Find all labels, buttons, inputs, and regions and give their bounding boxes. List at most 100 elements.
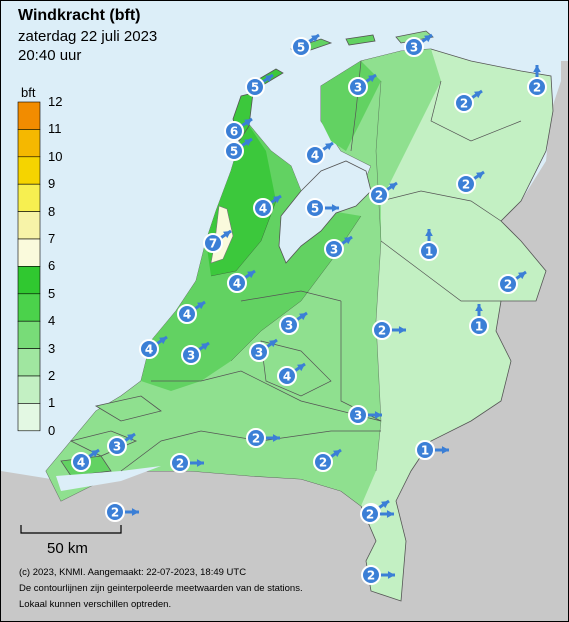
wind-arrowhead-icon [273, 196, 281, 204]
stations-layer: 5325326542245173424312433433212422222 [71, 33, 547, 585]
station-circle [415, 440, 435, 460]
legend-tick-label: 9 [48, 176, 56, 192]
station-marker: 2 [454, 89, 483, 113]
legend-swatch [17, 266, 41, 295]
station-marker: 2 [360, 504, 394, 524]
legend-swatch [17, 156, 41, 185]
wind-arrowhead-icon [331, 204, 339, 212]
station-marker: 6 [224, 117, 253, 141]
station-marker: 3 [348, 73, 377, 97]
station-circle [107, 436, 127, 456]
station-circle [305, 198, 325, 218]
wind-arrowhead-icon [474, 91, 482, 99]
wind-arrowhead-icon [91, 450, 99, 458]
station-circle [227, 273, 247, 293]
legend-tick-label: 0 [48, 422, 56, 438]
station-circle [277, 366, 297, 386]
footer-copyright: (c) 2023, KNMI. Aangemaakt: 22-07-2023, … [19, 567, 247, 578]
station-circle [181, 345, 201, 365]
wind-arrowhead-icon [386, 510, 394, 518]
station-value: 3 [410, 41, 418, 55]
station-marker: 2 [372, 320, 406, 340]
legend-colorbar [17, 101, 41, 432]
station-value: 1 [425, 245, 433, 259]
wind-arrowhead-icon [297, 364, 305, 372]
wind-arrowhead-icon [333, 450, 341, 458]
station-circle [245, 77, 265, 97]
legend-tick-label: 10 [48, 148, 63, 164]
foreign-land [1, 61, 568, 621]
station-marker: 3 [107, 432, 136, 456]
station-value: 4 [259, 202, 267, 216]
wind-arrowhead-icon [476, 172, 484, 180]
wind-arrowhead-icon [533, 65, 541, 73]
wind-arrowhead-icon [299, 313, 307, 321]
legend-swatch [17, 183, 41, 212]
legend-unit: bft [21, 85, 36, 100]
station-value: 3 [187, 349, 195, 363]
station-value: 3 [113, 440, 121, 454]
station-value: 3 [255, 346, 263, 360]
province-borders [120, 60, 522, 472]
legend-tick-label: 5 [48, 285, 56, 301]
station-circle [348, 77, 368, 97]
wind-arrowhead-icon [223, 231, 231, 239]
station-value: 2 [460, 97, 468, 111]
wind-arrowhead-icon [196, 459, 204, 467]
wind-arrowhead-icon [247, 271, 255, 279]
station-value: 4 [283, 370, 291, 384]
wind-arrowhead-icon [389, 183, 397, 191]
station-marker: 3 [249, 338, 278, 362]
station-circle [360, 504, 380, 524]
station-circle [291, 37, 311, 57]
wind-arrowhead-icon [441, 446, 449, 454]
station-circle [253, 198, 273, 218]
station-value: 2 [533, 81, 541, 95]
wind-arrowhead-icon [197, 302, 205, 310]
station-marker: 2 [456, 170, 485, 194]
legend-tick-label: 2 [48, 368, 56, 383]
station-value: 2 [111, 506, 119, 520]
station-circle [456, 174, 476, 194]
legend-swatch [17, 129, 41, 158]
station-value: 2 [462, 178, 470, 192]
legend-tick-label: 6 [48, 258, 56, 274]
wind-arrowhead-icon [374, 411, 382, 419]
wind-arrowhead-icon [127, 434, 135, 442]
station-marker: 2 [498, 270, 527, 294]
station-circle [313, 452, 333, 472]
station-marker: 1 [415, 440, 449, 460]
station-marker: 3 [181, 341, 210, 365]
station-value: 1 [475, 320, 483, 334]
station-circle [105, 502, 125, 522]
legend-tick-label: 3 [48, 340, 56, 356]
station-marker: 4 [227, 269, 256, 293]
station-circle [527, 77, 547, 97]
island-zeeland-1 [94, 395, 162, 422]
station-marker: 5 [224, 137, 253, 161]
station-marker: 3 [404, 33, 433, 57]
station-circle [246, 428, 266, 448]
station-marker: 4 [305, 141, 334, 165]
station-value: 1 [421, 444, 429, 458]
station-circle [139, 339, 159, 359]
station-marker: 2 [246, 428, 280, 448]
station-circle [224, 141, 244, 161]
wind-arrowhead-icon [398, 326, 406, 334]
legend-tick-label: 4 [48, 313, 56, 329]
station-circle [469, 316, 489, 336]
footer-disclaimer: Lokaal kunnen verschillen optreden. [19, 599, 172, 610]
station-value: 4 [311, 149, 319, 163]
station-circle [369, 185, 389, 205]
wind-arrowhead-icon [244, 139, 252, 147]
station-circle [454, 93, 474, 113]
wind-arrowhead-icon [159, 337, 167, 345]
legend-tick-label: 12 [48, 94, 63, 109]
station-marker: 2 [105, 502, 139, 522]
station-circle [249, 342, 269, 362]
station-value: 2 [504, 278, 512, 292]
station-marker: 3 [279, 311, 308, 335]
wind-arrowhead-icon [201, 343, 209, 351]
station-marker: 5 [291, 33, 320, 57]
station-circle [498, 274, 518, 294]
